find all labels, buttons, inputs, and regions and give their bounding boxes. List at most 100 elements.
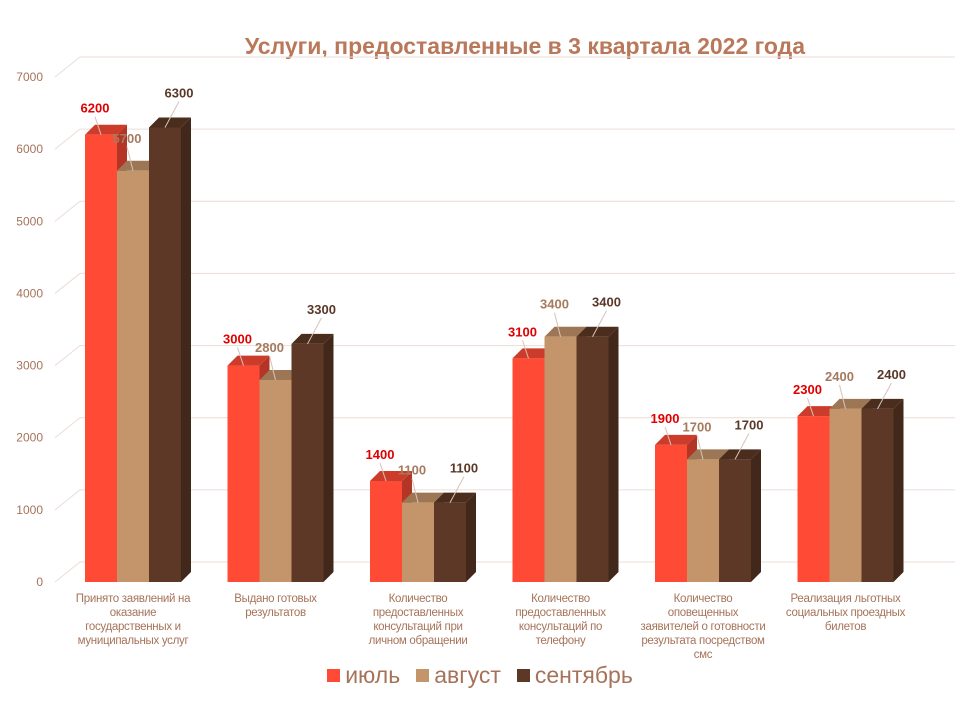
- gridline: [54, 272, 955, 294]
- category-label: Количество предоставленных консультаций …: [515, 593, 606, 647]
- bar-сентябрь: [719, 459, 751, 582]
- leader-line: [664, 426, 672, 446]
- leader-line: [379, 462, 387, 482]
- y-tick-label: 5000: [16, 214, 43, 228]
- data-label: 2800: [255, 340, 284, 355]
- leader-line: [94, 116, 102, 135]
- bar-top: [434, 492, 476, 503]
- y-tick-label: 2000: [16, 431, 43, 445]
- bar-side: [466, 492, 476, 582]
- data-label: 1700: [683, 419, 712, 434]
- data-label: 2400: [877, 367, 906, 382]
- bar-июль: [512, 358, 545, 582]
- bar-top: [687, 449, 729, 460]
- data-label: 3000: [223, 332, 252, 347]
- legend-swatch: [516, 669, 530, 682]
- data-label: 2300: [793, 382, 822, 397]
- bar-side: [608, 326, 619, 582]
- legend-label: август: [434, 662, 501, 688]
- category-label: Принято заявлений на оказание государств…: [75, 593, 191, 647]
- y-tick-label: 7000: [16, 70, 43, 84]
- bar-side: [893, 398, 904, 582]
- legend-label: сентябрь: [534, 662, 633, 688]
- data-label: 1400: [366, 447, 395, 462]
- data-label: 1100: [398, 463, 426, 478]
- gridline: [54, 56, 955, 78]
- bar-июль: [227, 365, 260, 582]
- y-tick-label: 6000: [16, 142, 43, 156]
- data-label: 3300: [307, 302, 336, 317]
- bar-сентябрь: [576, 336, 609, 582]
- legend-swatch: [327, 669, 341, 682]
- bar-август: [687, 459, 719, 582]
- leader-line: [592, 310, 607, 337]
- bar-июль: [370, 481, 402, 582]
- bar-top: [149, 117, 191, 128]
- bar-август: [259, 380, 292, 582]
- y-tick-label: 4000: [16, 286, 43, 300]
- data-label: 1900: [651, 411, 680, 426]
- bar-top: [797, 406, 840, 417]
- bar-top: [576, 326, 619, 337]
- leader-line: [449, 476, 465, 503]
- leader-line: [554, 312, 561, 337]
- bar-top: [291, 333, 334, 344]
- bar-side: [181, 117, 191, 582]
- bar-top: [544, 326, 587, 337]
- leader-line: [839, 384, 846, 409]
- gridline: [54, 128, 955, 150]
- data-label: 2400: [825, 369, 854, 384]
- bar-июль: [655, 444, 687, 582]
- leader-line: [307, 317, 322, 345]
- legend-item: сентябрь: [516, 662, 633, 689]
- bar-август: [402, 502, 434, 582]
- bar-август: [544, 336, 577, 582]
- leader-line: [411, 478, 419, 503]
- leader-line: [269, 355, 276, 381]
- bar-top: [259, 370, 302, 380]
- bar-top: [227, 355, 270, 366]
- gridline: [54, 200, 955, 222]
- bar-top: [85, 124, 127, 135]
- bar-top: [117, 160, 159, 171]
- leader-line: [734, 433, 750, 460]
- bar-сентябрь: [434, 502, 466, 582]
- leader-line: [807, 397, 814, 417]
- bar-август: [829, 408, 862, 582]
- category-label: Реализация льготных социальных проездных…: [785, 593, 906, 633]
- leader-line: [696, 435, 704, 460]
- y-tick-label: 1000: [16, 503, 43, 517]
- legend-swatch: [416, 669, 430, 682]
- data-label: 6200: [81, 101, 110, 116]
- y-tick-label: 3000: [16, 359, 43, 373]
- bar-side: [751, 449, 761, 582]
- leader-line: [522, 340, 529, 359]
- bar-сентябрь: [861, 408, 894, 582]
- category-label: Выдано готовых результатов: [234, 593, 317, 619]
- category-label: Количество оповещенных заявителей о гото…: [640, 593, 766, 661]
- gridline: [54, 417, 955, 439]
- legend-item: июль: [327, 662, 400, 689]
- y-tick-label: 0: [36, 575, 43, 589]
- bar-август: [117, 170, 149, 583]
- bar-side: [323, 333, 334, 582]
- data-label: 3100: [508, 324, 537, 339]
- gridline: [54, 345, 955, 366]
- data-label: 1700: [735, 417, 764, 432]
- bar-top: [370, 471, 412, 481]
- legend-label: июль: [345, 662, 401, 688]
- data-label: 3400: [592, 295, 621, 310]
- category-label: Количество предоставленных консультаций …: [368, 593, 468, 647]
- bar-top: [861, 398, 904, 409]
- bar-июль: [85, 134, 117, 582]
- legend: июль август сентябрь: [0, 662, 960, 689]
- data-label: 6300: [165, 86, 194, 101]
- leader-line: [126, 146, 134, 171]
- bar-сентябрь: [149, 127, 181, 582]
- bar-top: [829, 398, 872, 409]
- bar-top: [655, 434, 697, 445]
- data-label: 3400: [540, 297, 569, 312]
- leader-line: [237, 347, 244, 366]
- bar-top: [719, 449, 761, 460]
